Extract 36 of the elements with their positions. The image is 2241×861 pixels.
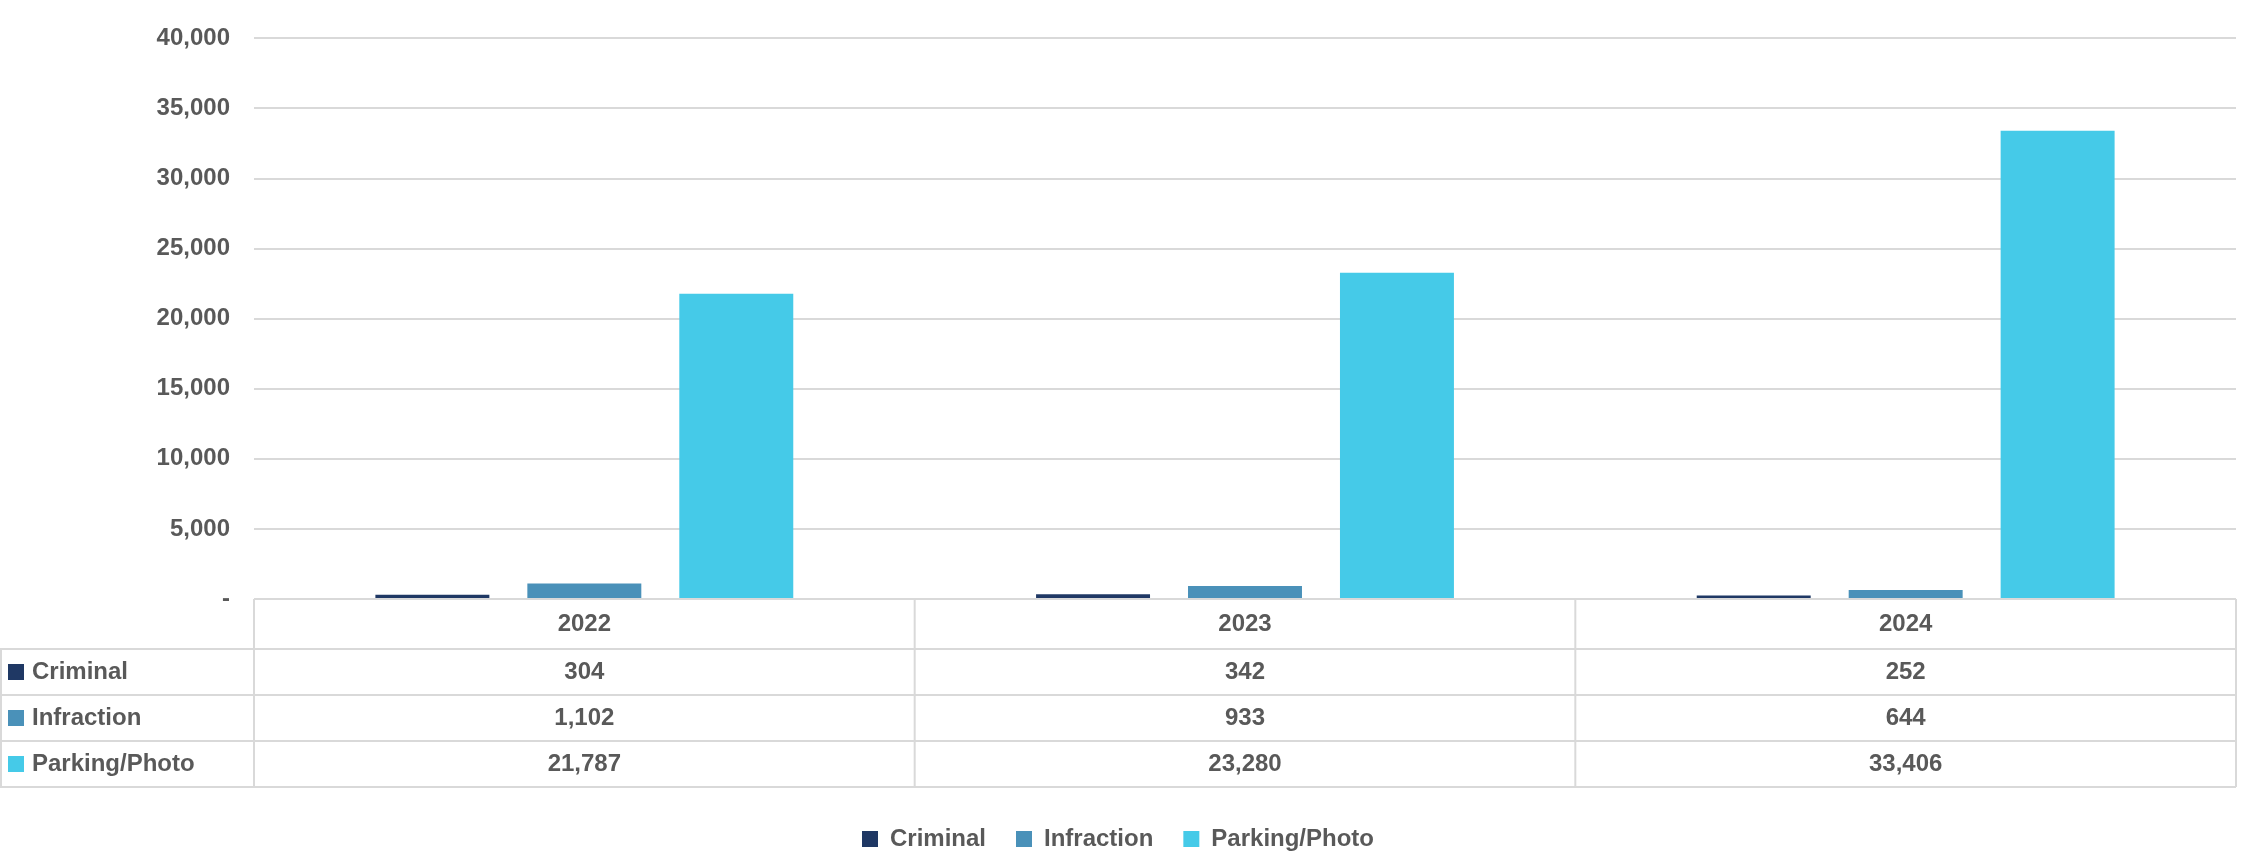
data-label: 1,102	[554, 702, 615, 730]
data-label: 644	[1885, 702, 1927, 730]
y-tick-label: 30,000	[156, 163, 230, 191]
y-tick-label: 25,000	[156, 233, 230, 261]
bar	[527, 583, 642, 598]
bar	[375, 594, 490, 598]
data-label: 933	[1224, 702, 1266, 730]
data-label: 252	[1885, 656, 1926, 684]
legend-label: Infraction	[1044, 823, 1154, 851]
bar	[1339, 272, 1454, 598]
y-tick-label: -	[222, 583, 230, 611]
y-tick-label: 20,000	[156, 303, 230, 331]
data-label: 33,406	[1868, 748, 1943, 776]
y-tick-label: 35,000	[156, 93, 230, 121]
y-tick-label: 10,000	[156, 443, 230, 471]
x-tick-label: 2024	[1878, 608, 1934, 636]
legend-label: Criminal	[889, 823, 987, 851]
bar	[2000, 130, 2115, 598]
text: Infraction	[32, 702, 142, 730]
data-label: 342	[1224, 656, 1266, 684]
data-label: 21,787	[547, 748, 622, 776]
bar	[1696, 595, 1811, 598]
y-tick-label: 40,000	[156, 23, 230, 51]
bar	[1188, 585, 1302, 598]
bar	[679, 293, 794, 598]
legend-label: Parking/Photo	[1211, 823, 1375, 851]
data-label: 304	[564, 656, 606, 684]
y-tick-label: 5,000	[169, 513, 230, 541]
data-label: 23,280	[1208, 748, 1282, 776]
y-tick-label: 15,000	[156, 373, 230, 401]
text: Parking/Photo	[32, 748, 195, 776]
x-tick-label: 2023	[1218, 608, 1272, 636]
x-tick-label: 2022	[557, 608, 612, 636]
text: Criminal	[32, 656, 129, 684]
bar	[1036, 594, 1151, 598]
bar	[1848, 589, 1963, 598]
